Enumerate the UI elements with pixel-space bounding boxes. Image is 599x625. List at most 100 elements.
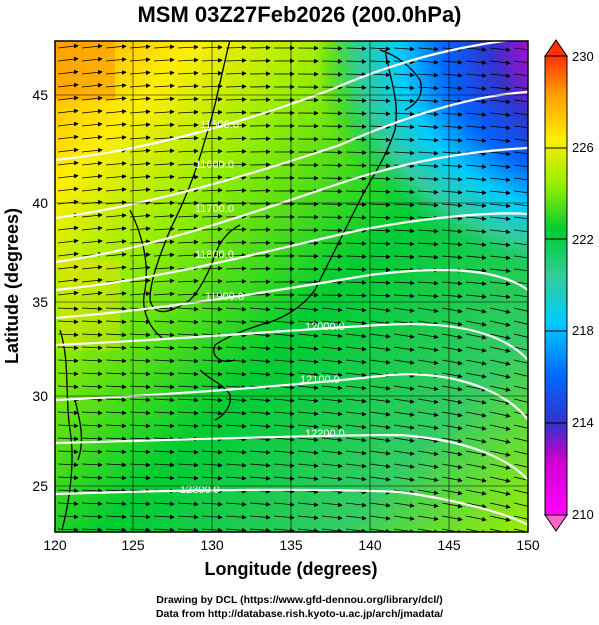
wind-arrow [513,268,528,272]
wind-arrow [513,294,528,298]
wind-arrow [81,527,103,532]
colorbar-min-triangle [544,514,568,532]
wind-arrow [465,463,487,470]
wind-arrow [297,398,319,404]
wind-arrow [465,294,487,299]
contour-line [55,146,528,264]
wind-arrow [105,57,127,62]
wind-arrow [489,164,511,170]
wind-arrow [129,135,151,141]
wind-arrow [153,410,175,416]
wind-arrow [57,82,79,88]
wind-arrow [273,346,295,351]
wind-arrow [177,410,199,416]
wind-arrow [369,502,391,508]
wind-arrow [273,476,295,481]
wind-arrow [177,501,199,507]
wind-arrow [441,437,463,444]
wind-arrow [345,372,367,378]
wind-arrow [489,411,511,418]
wind-arrow [321,372,343,378]
wind-arrow [345,437,367,443]
y-axis: 25 30 35 40 45 Latitude (degrees) [2,87,48,494]
wind-arrow [345,515,367,521]
contour-label: 12000.0 [305,321,345,333]
wind-arrow [105,410,127,416]
wind-arrow [57,147,79,153]
wind-arrow [369,424,391,430]
wind-arrow [225,319,247,325]
wind-arrow [345,293,367,298]
wind-arrow [57,160,79,166]
wind-arrow [441,137,463,143]
wind-arrow [393,46,415,52]
wind-arrow [489,112,511,118]
wind-arrow [105,239,127,244]
wind-arrow [393,293,415,299]
wind-arrow [321,346,343,352]
wind-arrow [225,371,247,377]
x-tick-label: 145 [437,537,461,553]
wind-arrow [465,177,487,182]
wind-arrow [177,514,199,520]
wind-arrow [441,293,463,299]
wind-arrow [57,488,79,494]
wind-arrow [297,320,319,326]
wind-arrow [297,372,319,378]
wind-arrow [345,385,367,391]
wind-arrow [81,345,103,351]
wind-arrow [369,411,391,417]
wind-arrow [345,85,367,90]
wind-arrow [321,450,343,456]
wind-arrow [57,225,79,231]
wind-arrow [369,267,391,273]
wind-arrow [393,307,415,313]
wind-arrow [297,359,319,365]
wind-arrow [369,437,391,443]
wind-arrow [153,239,175,245]
wind-arrow [177,226,199,232]
colorbar-tick-label: 210 [572,507,594,522]
y-tick-label: 45 [32,87,48,103]
wind-arrow [57,527,79,532]
wind-arrow [81,134,103,140]
wind-arrow [57,277,79,283]
wind-arrow [225,58,247,63]
wind-arrow [345,346,367,352]
wind-arrow [393,333,415,339]
wind-arrow [177,213,199,219]
wind-arrow [297,528,319,532]
wind-arrow [81,173,103,179]
wind-arrow [417,502,439,509]
wind-arrow [105,384,127,390]
wind-arrow [369,280,391,286]
wind-arrow [81,514,103,520]
wind-arrow [465,476,487,483]
wind-arrow [153,475,175,481]
wind-arrow [465,73,487,78]
wind-arrow [393,450,415,456]
wind-arrow [489,398,511,405]
wind-arrow [369,346,391,352]
wind-arrow [393,85,415,91]
wind-arrow [81,277,103,283]
wind-arrow [177,148,199,154]
wind-arrow [57,43,79,49]
wind-arrow [105,397,127,403]
wind-arrow [225,110,247,115]
wind-arrow [513,112,528,116]
wind-arrow [417,515,439,522]
wind-arrow [297,411,319,417]
wind-arrow [81,371,103,377]
wind-arrow [129,371,151,377]
wind-arrow [321,437,343,443]
wind-arrow [513,47,528,51]
wind-arrow [105,291,127,296]
wind-arrow [489,99,511,105]
wind-arrow [177,278,199,284]
wind-arrow [105,527,127,532]
wind-arrow [249,371,271,377]
wind-arrow [225,527,247,532]
coastlines [59,41,422,531]
wind-arrow [225,449,247,455]
